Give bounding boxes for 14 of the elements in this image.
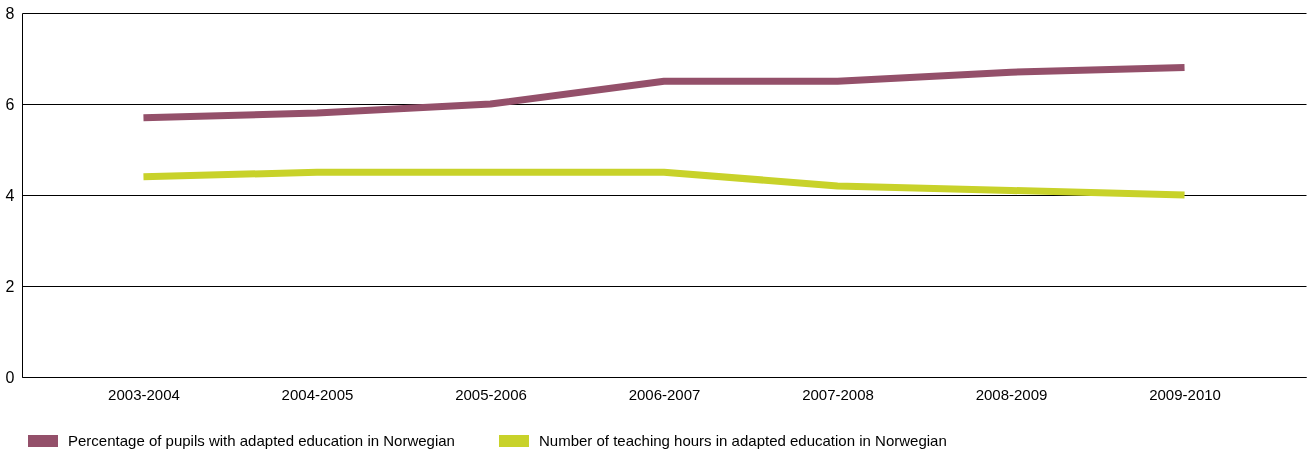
y-tick-label: 6 xyxy=(5,95,15,113)
x-tick-label: 2007-2008 xyxy=(802,385,874,403)
x-tick-label: 2009-2010 xyxy=(1149,385,1221,403)
x-tick-label: 2004-2005 xyxy=(281,385,354,403)
x-tick-label: 2006-2007 xyxy=(628,385,701,403)
legend-label: Percentage of pupils with adapted education in Norwegian xyxy=(68,432,455,449)
x-tick-label: 2003-2004 xyxy=(108,385,180,403)
legend-label: Number of teaching hours in adapted education in Norwegian xyxy=(539,432,947,449)
x-tick-label: 2005-2006 xyxy=(455,385,527,403)
x-tick-label: 2008-2009 xyxy=(975,385,1048,403)
y-tick-label: 2 xyxy=(5,277,15,295)
y-tick-label: 0 xyxy=(5,368,15,386)
y-tick-label: 4 xyxy=(5,186,15,204)
y-tick-label: 8 xyxy=(5,4,15,22)
